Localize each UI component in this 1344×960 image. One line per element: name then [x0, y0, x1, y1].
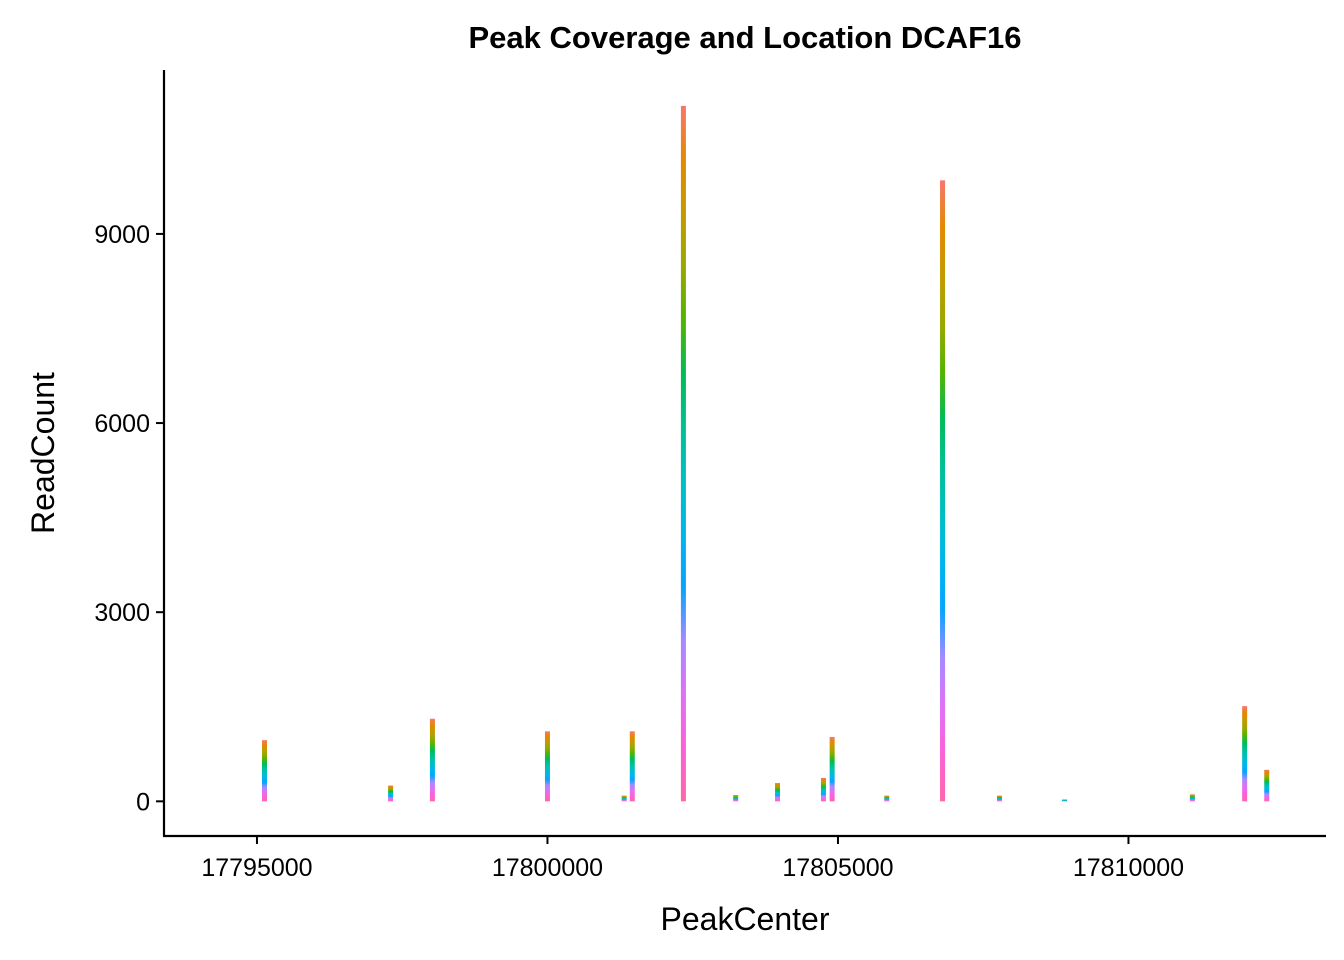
- x-tick-label: 17810000: [1073, 854, 1184, 882]
- y-tick-label: 9000: [94, 221, 150, 249]
- peak-bar: [680, 105, 686, 802]
- x-axis-label: PeakCenter: [661, 901, 830, 937]
- x-tick-label: 17800000: [492, 854, 603, 882]
- y-axis-label: ReadCount: [25, 372, 61, 534]
- peak-bar: [429, 718, 435, 802]
- peak-bar: [262, 740, 268, 802]
- peak-bar: [544, 731, 550, 802]
- y-tick-label: 6000: [94, 410, 150, 438]
- y-tick-label: 0: [136, 788, 150, 816]
- x-tick-label: 17795000: [201, 854, 312, 882]
- peak-bar: [940, 180, 946, 802]
- peak-bar: [388, 785, 394, 802]
- peak-bar: [829, 737, 835, 802]
- peak-bar: [820, 778, 826, 802]
- peak-bar: [996, 795, 1002, 802]
- peak-bar: [621, 795, 627, 802]
- peak-bar: [1264, 769, 1270, 802]
- peak-bar: [1062, 799, 1068, 802]
- peak-bar: [884, 795, 890, 802]
- x-tick-label: 17805000: [782, 854, 893, 882]
- chart-title: Peak Coverage and Location DCAF16: [469, 20, 1022, 55]
- peak-bar: [775, 783, 781, 802]
- peak-bar: [1242, 706, 1248, 802]
- peak-bar: [629, 731, 635, 802]
- y-axis-ticks: 0 3000 6000 9000: [94, 221, 164, 816]
- peak-bar: [733, 795, 739, 802]
- peak-bar: [1189, 794, 1195, 802]
- bars-layer: [262, 105, 1270, 802]
- y-tick-label: 3000: [94, 599, 150, 627]
- x-axis-ticks: 17795000 17800000 17805000 17810000: [201, 836, 1184, 882]
